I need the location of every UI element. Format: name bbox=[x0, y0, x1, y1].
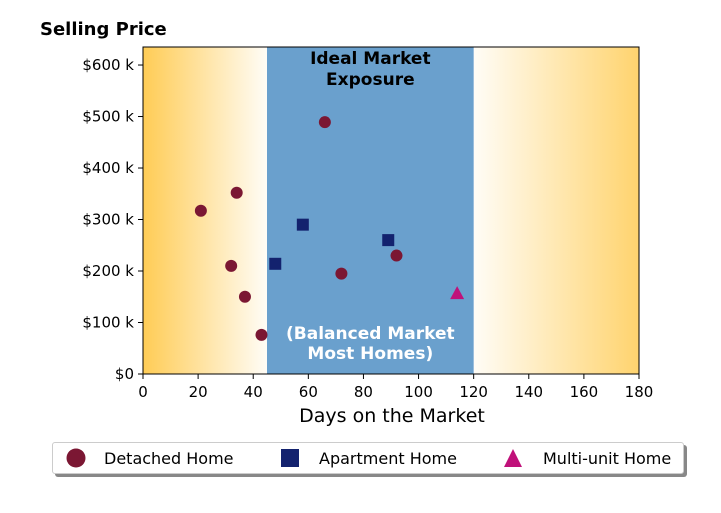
x-axis: 0 20 40 60 80 100 120 140 160 180 bbox=[138, 374, 653, 401]
x-tick-label: 180 bbox=[625, 383, 654, 401]
ideal-zone-band bbox=[267, 47, 474, 374]
data-points bbox=[194, 116, 465, 341]
y-tick-label: $600 k bbox=[82, 56, 134, 74]
x-tick-label: 0 bbox=[138, 383, 148, 401]
zone-label-top: Ideal Market bbox=[310, 49, 431, 69]
x-tick-label: 100 bbox=[404, 383, 433, 401]
y-axis: $0 $100 k $200 k $300 k $400 k $500 k $600 k bbox=[82, 56, 143, 383]
x-tick-label: 40 bbox=[244, 383, 263, 401]
legend-label: Multi-unit Home bbox=[543, 448, 672, 468]
data-point-detached bbox=[194, 204, 207, 217]
x-tick-label: 140 bbox=[514, 383, 543, 401]
x-tick-label: 60 bbox=[299, 383, 318, 401]
x-tick-label: 120 bbox=[459, 383, 488, 401]
data-point-detached bbox=[390, 249, 403, 262]
y-tick-label: $500 k bbox=[82, 108, 134, 126]
x-axis-title: Days on the Market bbox=[299, 405, 485, 427]
data-point-detached bbox=[238, 290, 251, 303]
legend-label: Detached Home bbox=[104, 448, 234, 468]
data-point-apartment bbox=[382, 234, 395, 247]
legend: Detached Home Apartment Home Multi-unit … bbox=[52, 442, 684, 474]
chart-title: Selling Price bbox=[40, 19, 167, 40]
zone-label-bottom: (Balanced Market bbox=[286, 324, 455, 344]
y-tick-label: $300 k bbox=[82, 211, 134, 229]
triangle-marker-icon bbox=[504, 449, 522, 467]
y-tick-label: $0 bbox=[115, 365, 134, 383]
data-point-multi-unit bbox=[450, 286, 465, 300]
circle-marker-icon bbox=[66, 448, 86, 468]
data-point-detached bbox=[225, 259, 238, 272]
data-point-detached bbox=[335, 267, 348, 280]
x-tick-label: 160 bbox=[570, 383, 599, 401]
legend-label: Apartment Home bbox=[319, 448, 457, 468]
plot-frame bbox=[142, 46, 640, 375]
square-marker-icon bbox=[281, 449, 299, 467]
y-tick-label: $100 k bbox=[82, 314, 134, 332]
legend-item-multi-unit: Multi-unit Home bbox=[502, 443, 671, 473]
zone-label-top: Exposure bbox=[326, 70, 415, 90]
zone-label-bottom: Most Homes) bbox=[307, 344, 433, 364]
x-tick-label: 20 bbox=[189, 383, 208, 401]
right-gradient-band bbox=[473, 47, 639, 374]
data-point-apartment bbox=[269, 257, 282, 270]
data-point-apartment bbox=[296, 218, 309, 231]
y-tick-label: $400 k bbox=[82, 159, 134, 177]
data-point-detached bbox=[255, 328, 268, 341]
data-point-detached bbox=[230, 186, 243, 199]
plot-background bbox=[143, 47, 639, 374]
x-tick-label: 80 bbox=[354, 383, 373, 401]
legend-item-apartment: Apartment Home bbox=[279, 443, 457, 473]
legend-item-detached: Detached Home bbox=[65, 443, 234, 473]
data-point-detached bbox=[318, 116, 331, 129]
y-tick-label: $200 k bbox=[82, 262, 134, 280]
